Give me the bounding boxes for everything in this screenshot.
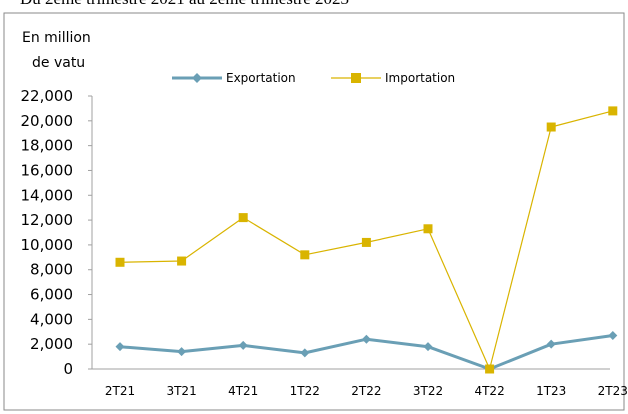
legend-marker-importation <box>351 73 361 83</box>
x-tick-label: 4T21 <box>228 384 258 398</box>
x-tick-label: 3T21 <box>166 384 196 398</box>
data-point-importation <box>423 224 433 234</box>
x-tick-label: 1T22 <box>290 384 320 398</box>
data-point-exportation <box>423 342 433 352</box>
y-tick-label: 16,000 <box>21 161 74 179</box>
chart-frame <box>3 12 625 411</box>
data-point-exportation <box>238 340 248 350</box>
y-tick-label: 22,000 <box>21 87 74 105</box>
legend: Exportation Importation <box>172 71 455 85</box>
data-point-importation <box>300 250 310 260</box>
y-axis-label-line1: En million <box>22 30 91 46</box>
x-tick-label: 4T22 <box>474 384 504 398</box>
data-point-exportation <box>115 342 125 352</box>
data-point-exportation <box>546 339 556 349</box>
data-point-exportation <box>300 348 310 358</box>
y-tick-label: 18,000 <box>21 137 74 155</box>
legend-marker-exportation <box>192 73 202 83</box>
x-tick-label: 2T23 <box>598 384 628 398</box>
data-point-importation <box>238 213 248 223</box>
y-tick-label: 4,000 <box>30 310 73 328</box>
legend-label-importation: Importation <box>385 71 455 85</box>
y-tick-label: 8,000 <box>30 261 73 279</box>
data-point-exportation <box>608 330 618 340</box>
data-point-exportation <box>177 347 187 357</box>
data-point-importation <box>115 257 125 267</box>
y-tick-label: 6,000 <box>30 286 73 304</box>
legend-label-exportation: Exportation <box>226 71 296 85</box>
data-point-exportation <box>361 334 371 344</box>
x-tick-labels: 2T21 3T21 4T21 1T22 2T22 3T22 4T22 1T23 2T23 <box>105 384 628 398</box>
y-tick-labels: 0 2,000 4,000 6,000 8,000 10,000 12,000 14,000 1… <box>21 87 92 378</box>
data-point-importation <box>546 122 556 132</box>
x-tick-label: 1T23 <box>536 384 566 398</box>
data-point-importation <box>608 106 618 116</box>
y-tick-label: 20,000 <box>21 112 74 130</box>
y-tick-label: 2,000 <box>30 335 73 353</box>
data-point-importation <box>485 364 495 374</box>
data-point-importation <box>177 256 187 266</box>
series-markers <box>115 106 618 374</box>
data-point-importation <box>361 237 371 247</box>
y-axis-label-line2: de vatu <box>32 55 85 71</box>
x-tick-label: 2T22 <box>351 384 381 398</box>
y-tick-label: 0 <box>63 360 73 378</box>
y-tick-label: 10,000 <box>21 236 74 254</box>
y-tick-label: 12,000 <box>21 211 74 229</box>
chart-title: Du 2ème trimestre 2021 au 2ème trimestre… <box>20 0 349 8</box>
y-tick-label: 14,000 <box>21 186 74 204</box>
x-tick-label: 3T22 <box>413 384 443 398</box>
x-tick-label: 2T21 <box>105 384 135 398</box>
